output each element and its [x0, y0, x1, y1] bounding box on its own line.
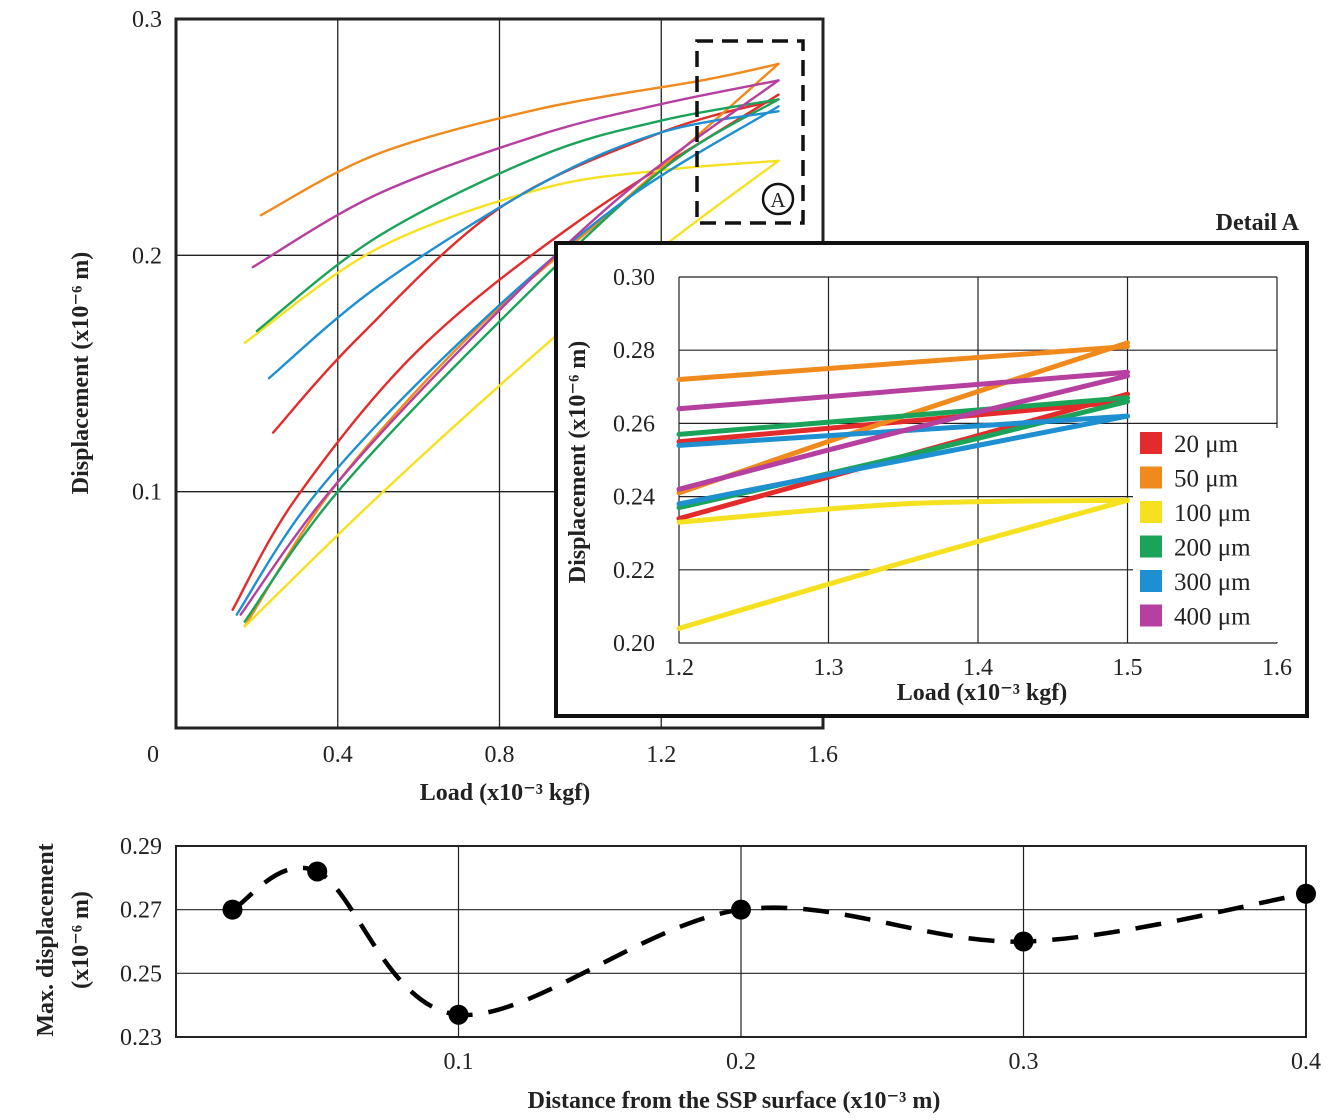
- main-series-line: [235, 105, 780, 616]
- detail-x-tick-label: 1.6: [1262, 655, 1292, 681]
- bottom-data-point: [222, 899, 243, 920]
- main-y-axis-label: Displacement (x10⁻⁶ m): [68, 252, 94, 494]
- main-series-lines: [231, 62, 780, 628]
- main-series-line: [255, 98, 780, 333]
- bottom-dashed-series: [222, 861, 1316, 1025]
- main-series-line: [239, 79, 780, 616]
- main-x-tick-label: 1.6: [808, 742, 838, 768]
- main-series-line: [259, 62, 780, 217]
- legend-swatch: [1140, 604, 1162, 627]
- detail-series-line: [676, 398, 1130, 445]
- legend-label: 50 μm: [1174, 466, 1239, 493]
- detail-a-marker-label: A: [770, 188, 786, 212]
- detail-x-tick-label: 1.3: [814, 655, 844, 681]
- legend-label: 200 μm: [1174, 535, 1251, 562]
- bottom-y-tick-labels: 0.23 0.25 0.27 0.29: [120, 834, 162, 1051]
- bottom-chart: 0.1 0.2 0.3 0.4 0.23 0.25 0.27 0.29 Distance f…: [33, 834, 1321, 1114]
- bottom-data-point: [1296, 883, 1316, 904]
- main-series-line: [243, 159, 780, 628]
- main-series-line: [267, 110, 780, 380]
- legend-label: 20 μm: [1174, 431, 1239, 458]
- bottom-y-axis-label-line2: (x10⁻⁶ m): [68, 891, 94, 989]
- bottom-plot-frame: [175, 845, 1307, 1038]
- main-series-line: [251, 79, 780, 269]
- detail-series-line: [676, 497, 1130, 525]
- detail-y-tick-label: 0.26: [613, 411, 655, 437]
- detail-a-marker-circle: [761, 182, 795, 216]
- detail-series-line: [676, 344, 1130, 382]
- detail-y-axis-label: Displacement (x10⁻⁶ m): [565, 341, 591, 583]
- main-y-tick-label: 0.3: [132, 7, 162, 33]
- detail-a-title: Detail A: [1216, 210, 1300, 236]
- bottom-x-tick-labels: 0.1 0.2 0.3 0.4: [444, 1049, 1322, 1075]
- detail-x-tick-label: 1.5: [1113, 655, 1143, 681]
- detail-y-tick-label: 0.24: [613, 485, 655, 511]
- bottom-data-point: [1013, 931, 1034, 952]
- main-x-tick-label: 1.2: [646, 742, 676, 768]
- detail-y-tick-label: 0.20: [613, 631, 655, 657]
- detail-series-line: [676, 413, 1130, 507]
- detail-series-line: [676, 497, 1130, 631]
- bottom-data-point: [307, 861, 328, 882]
- main-series-line: [243, 98, 780, 623]
- detail-series-lines: [676, 340, 1130, 631]
- legend-swatch: [1140, 501, 1162, 523]
- legend-swatch: [1140, 535, 1162, 558]
- main-x-axis-label: Load (x10⁻³ kgf): [420, 780, 591, 806]
- detail-x-tick-labels: 1.2 1.3 1.4 1.5 1.6: [664, 655, 1292, 681]
- detail-series-line: [676, 395, 1130, 437]
- detail-x-axis-label: Load (x10⁻³ kgf): [897, 680, 1068, 706]
- bottom-y-tick-label: 0.23: [120, 1025, 162, 1051]
- legend-swatch: [1140, 570, 1162, 592]
- detail-x-tick-label: 1.2: [664, 655, 694, 681]
- main-series-line: [243, 159, 780, 344]
- detail-series-line: [676, 373, 1130, 492]
- main-y-tick-label: 0.1: [132, 480, 162, 506]
- bottom-y-tick-label: 0.25: [120, 961, 162, 987]
- legend-swatch: [1140, 466, 1162, 489]
- main-y-tick-labels: 0.1 0.2 0.3: [132, 7, 162, 506]
- bottom-x-tick-label: 0.3: [1009, 1049, 1039, 1075]
- legend-label: 100 μm: [1174, 500, 1251, 527]
- bottom-y-tick-label: 0.27: [120, 898, 162, 924]
- main-origin-label: 0: [147, 742, 159, 768]
- bottom-x-tick-label: 0.2: [726, 1049, 756, 1075]
- bottom-y-axis-label-line1: Max. displacement: [33, 843, 59, 1036]
- detail-y-tick-labels: 0.20 0.22 0.24 0.26 0.28 0.30: [613, 265, 655, 657]
- legend-label: 300 μm: [1174, 569, 1251, 596]
- detail-legend: 20 μm 50 μm 100 μm 200 μm 300 μm 400 μm: [1133, 428, 1283, 642]
- main-x-tick-label: 0.4: [323, 742, 353, 768]
- detail-series-line: [676, 369, 1130, 412]
- detail-x-tick-label: 1.4: [963, 655, 993, 681]
- main-x-tick-label: 0.8: [485, 742, 515, 768]
- bottom-data-point: [448, 1004, 469, 1025]
- bottom-y-tick-label: 0.29: [120, 834, 162, 860]
- bottom-data-point: [731, 899, 751, 920]
- main-y-tick-label: 0.2: [132, 243, 162, 269]
- bottom-x-tick-label: 0.4: [1291, 1049, 1321, 1075]
- legend-label: 400 μm: [1174, 604, 1251, 631]
- detail-y-tick-label: 0.28: [613, 338, 655, 364]
- bottom-x-axis-label: Distance from the SSP surface (x10⁻³ m): [528, 1088, 941, 1114]
- legend-swatch: [1140, 432, 1162, 454]
- detail-y-tick-label: 0.22: [613, 558, 655, 584]
- detail-a-region-box: [695, 39, 805, 225]
- bottom-x-tick-label: 0.1: [444, 1049, 474, 1075]
- detail-y-tick-label: 0.30: [613, 265, 655, 291]
- main-x-tick-labels: 0.4 0.8 1.2 1.6: [323, 742, 838, 768]
